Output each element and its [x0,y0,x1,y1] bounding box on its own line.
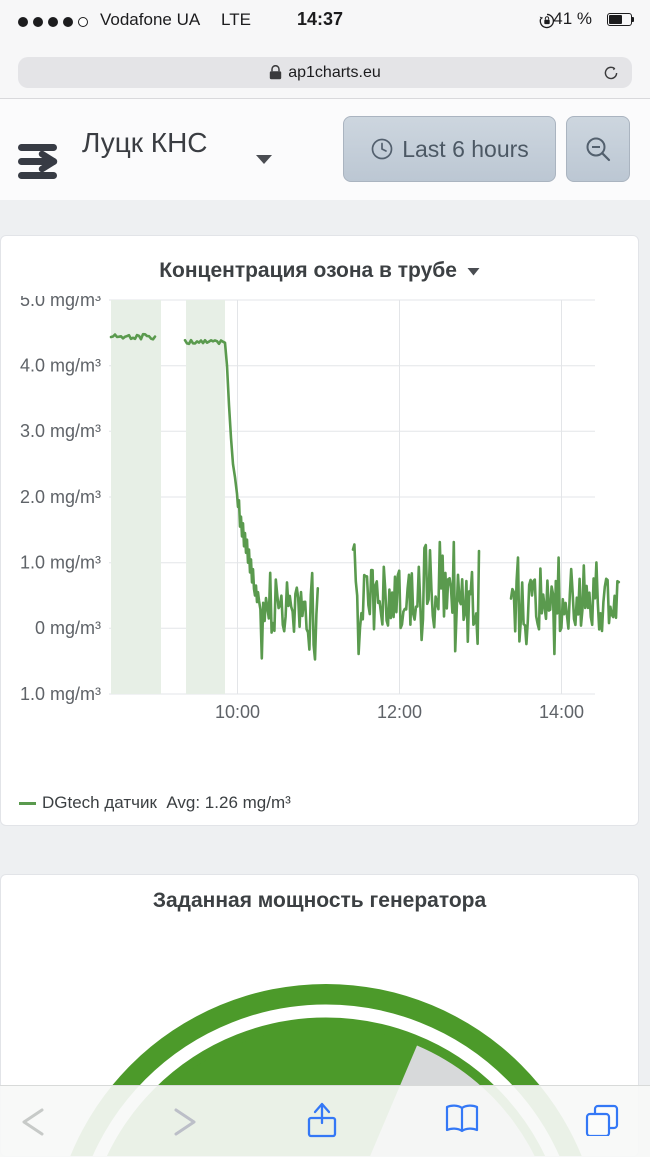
svg-text:1.0 mg/m³: 1.0 mg/m³ [20,553,101,573]
svg-text:14:00: 14:00 [539,702,584,722]
svg-text:4.0 mg/m³: 4.0 mg/m³ [20,356,101,376]
svg-text:0 mg/m³: 0 mg/m³ [35,618,101,638]
svg-text:12:00: 12:00 [377,702,422,722]
svg-text:2.0 mg/m³: 2.0 mg/m³ [20,487,101,507]
svg-text:1.0 mg/m³: 1.0 mg/m³ [20,684,101,704]
svg-text:5.0 mg/m³: 5.0 mg/m³ [20,296,101,310]
svg-text:10:00: 10:00 [215,702,260,722]
svg-text:3.0 mg/m³: 3.0 mg/m³ [20,421,101,441]
